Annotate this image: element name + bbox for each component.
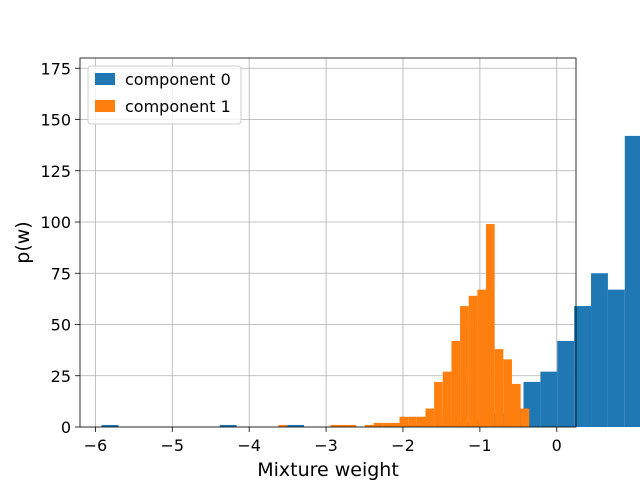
bar-component-1 [338,424,348,427]
y-tick-label: 50 [51,316,71,335]
bar-component-0 [591,273,608,427]
bar-component-1 [460,306,469,427]
legend: component 0 component 1 [87,65,242,125]
bar-component-0 [287,424,305,427]
bar-component-0 [557,340,575,427]
legend-label-component-0: component 0 [125,70,231,89]
ticks: −6 −5 −4 −3 −2 −1 0 0 25 50 75 100 125 150 175 [40,59,561,455]
bars [101,135,640,427]
bar-component-1 [399,416,409,427]
bar-component-1 [347,424,357,427]
x-tick-label: −4 [237,436,261,455]
bar-component-1 [425,408,435,427]
bar-component-0 [540,371,558,427]
bar-component-1 [382,422,391,427]
bar-component-1 [442,371,452,427]
bar-component-1 [434,381,443,427]
bar-component-0 [101,424,119,427]
bar-component-1 [494,349,504,427]
bar-component-0 [574,306,592,427]
bar-component-0 [607,289,625,427]
y-tick-label: 125 [40,162,71,181]
bar-component-1 [390,422,400,427]
bar-component-1 [503,359,512,427]
x-tick-label: −2 [391,436,415,455]
bar-component-1 [408,416,417,427]
y-tick-label: 0 [61,418,71,437]
bar-component-0 [219,424,237,427]
bar-component-1 [477,289,487,427]
y-tick-label: 75 [51,264,71,283]
x-tick-label: 0 [552,436,562,455]
x-axis-title: Mixture weight [257,459,399,480]
y-tick-label: 100 [40,213,71,232]
bar-component-1 [330,424,339,427]
bar-component-1 [468,295,478,427]
legend-swatch-component-0 [95,73,115,85]
y-tick-label: 175 [40,59,71,78]
bar-component-1 [364,424,374,427]
plot-frame [79,57,577,428]
bar-component-1 [486,224,495,427]
bar-component-1 [416,416,426,427]
bar-component-1 [373,422,383,427]
y-axis-title: p(w) [12,221,34,263]
bar-component-1 [520,408,530,427]
y-tick-label: 150 [40,111,71,130]
x-tick-label: −5 [160,436,184,455]
legend-swatch-component-1 [95,100,115,112]
bar-component-1 [511,383,521,427]
x-tick-label: −3 [314,436,338,455]
bar-component-0 [624,135,640,427]
x-tick-label: −6 [84,436,108,455]
legend-box [87,65,242,125]
y-tick-label: 25 [51,367,71,386]
bar-component-1 [278,424,288,427]
bar-component-1 [451,340,461,427]
legend-label-component-1: component 1 [125,97,231,116]
x-tick-label: −1 [468,436,492,455]
